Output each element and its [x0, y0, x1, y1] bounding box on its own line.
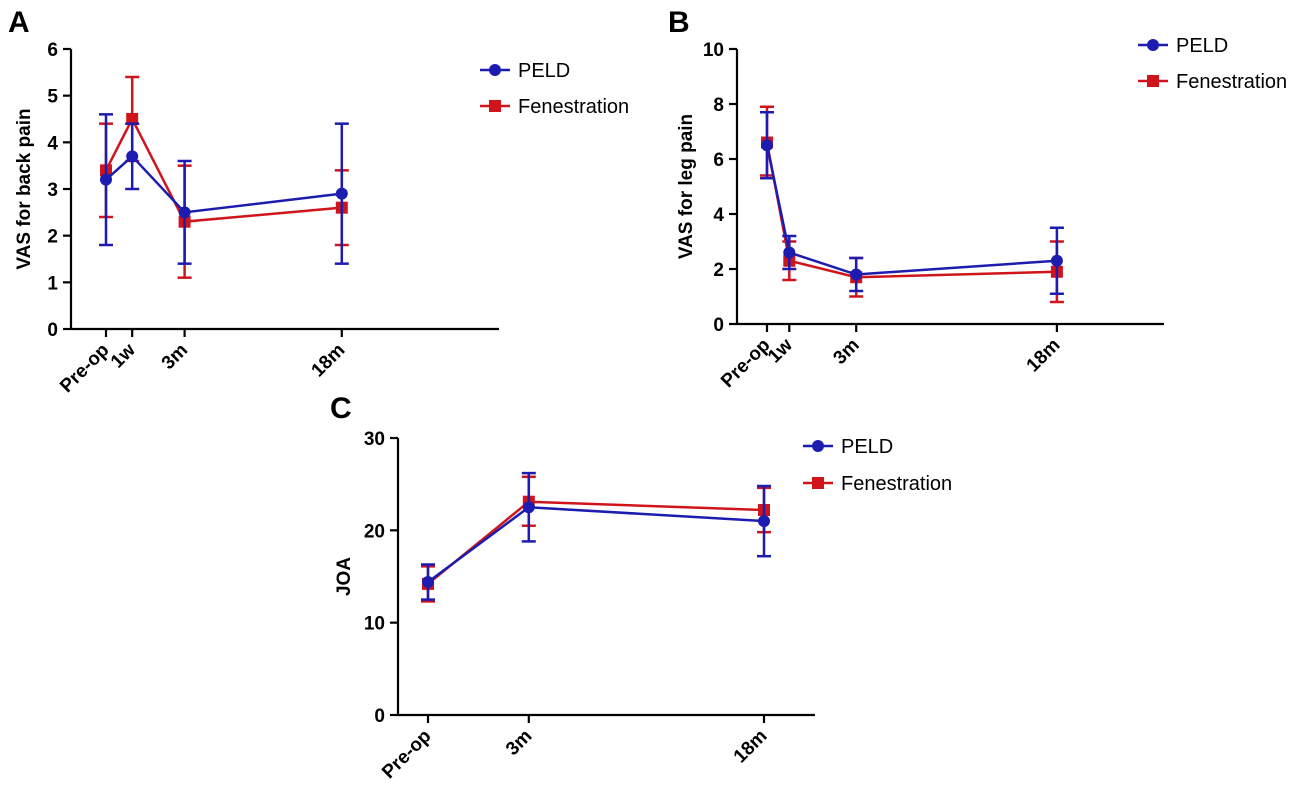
- x-tick-label: 3m: [829, 335, 863, 369]
- legend-marker-fenestration: [1147, 75, 1159, 87]
- y-tick-label: 6: [713, 150, 724, 171]
- legend-label-fenestration: Fenestration: [841, 473, 952, 495]
- legend-label-peld: PELD: [1176, 35, 1228, 57]
- data-point-peld: [178, 206, 191, 219]
- legend-marker-fenestration: [812, 477, 824, 489]
- data-point-peld: [761, 139, 773, 152]
- y-tick-label: 10: [703, 40, 724, 61]
- legend-label-fenestration: Fenestration: [518, 96, 629, 118]
- legend-label-fenestration: Fenestration: [1176, 71, 1287, 93]
- x-tick-label: 18m: [730, 726, 772, 768]
- y-tick-label: 2: [47, 227, 58, 248]
- x-tick-label: 3m: [158, 340, 192, 374]
- data-point-peld: [850, 268, 863, 281]
- y-tick-label: 4: [47, 133, 58, 154]
- x-tick-label: Pre-op: [378, 726, 435, 783]
- y-axis-label: VAS for leg pain: [676, 114, 697, 259]
- legend-marker-peld: [1147, 39, 1159, 51]
- y-axis-label: JOA: [334, 557, 355, 596]
- data-point-peld: [522, 501, 535, 514]
- legend-marker-peld: [489, 64, 501, 76]
- data-point-fenestration: [126, 113, 139, 125]
- y-axis-label: VAS for back pain: [14, 108, 35, 269]
- series-line-peld: [427, 505, 765, 584]
- data-point-peld: [422, 576, 434, 589]
- y-tick-label: 0: [374, 706, 385, 727]
- y-tick-label: 30: [364, 429, 385, 450]
- y-tick-label: 3: [47, 180, 58, 201]
- x-tick-label: 3m: [502, 726, 536, 760]
- x-tick-label: Pre-op: [717, 335, 774, 392]
- y-tick-label: 2: [713, 260, 724, 281]
- y-tick-label: 0: [47, 320, 58, 341]
- x-tick-label: Pre-op: [56, 340, 113, 397]
- data-point-peld: [335, 187, 348, 200]
- panel-letter-a: A: [8, 6, 30, 39]
- legend-marker-fenestration: [489, 100, 501, 112]
- x-tick-label: 1w: [764, 335, 797, 368]
- panel-letter-b: B: [668, 6, 690, 39]
- y-tick-label: 0: [713, 315, 724, 336]
- series-line-peld: [765, 144, 1057, 276]
- x-tick-label: 18m: [308, 340, 350, 382]
- legend-label-peld: PELD: [841, 436, 893, 458]
- y-tick-label: 10: [364, 614, 385, 635]
- data-point-peld: [100, 173, 112, 186]
- x-tick-label: 18m: [1023, 335, 1065, 377]
- chart-c-joa: 0 10 20 30 Pre-op 3m 18m JOA PELD Fenestration: [334, 429, 952, 783]
- x-tick-label: 1w: [107, 340, 140, 373]
- data-point-peld: [758, 515, 770, 528]
- legend-label-peld: PELD: [518, 60, 570, 82]
- series-line-fenestration: [765, 142, 1057, 279]
- y-tick-label: 20: [364, 521, 385, 542]
- y-tick-label: 8: [713, 95, 724, 116]
- y-tick-label: 5: [47, 87, 58, 108]
- data-point-peld: [126, 150, 139, 163]
- data-point-peld: [783, 246, 796, 259]
- y-tick-label: 1: [47, 273, 58, 294]
- y-tick-label: 6: [47, 40, 58, 61]
- panel-letter-c: C: [330, 392, 352, 425]
- data-point-peld: [1050, 254, 1063, 267]
- legend-marker-peld: [812, 440, 824, 452]
- y-tick-label: 4: [713, 205, 724, 226]
- series-line-fenestration: [427, 500, 765, 585]
- series-line-fenestration: [104, 116, 342, 223]
- series-line-peld: [105, 154, 342, 214]
